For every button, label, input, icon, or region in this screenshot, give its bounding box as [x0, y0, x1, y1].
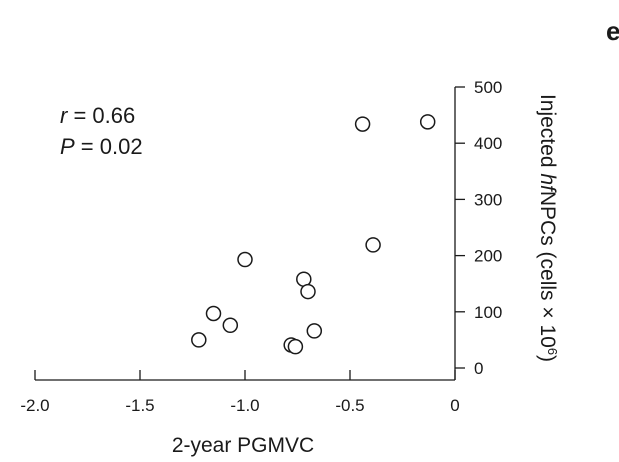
x-tick-label: -0.5	[335, 396, 364, 415]
data-point	[205, 305, 222, 322]
data-point	[306, 323, 323, 339]
data-point	[419, 114, 436, 130]
x-axis-title: 2-year PGMVC	[172, 434, 314, 457]
p-value-label: P = 0.02	[60, 134, 143, 159]
panel-letter: e	[606, 16, 619, 46]
data-point	[237, 251, 253, 268]
data-point	[191, 332, 207, 348]
y-tick-label: 500	[474, 78, 502, 97]
y-tick-label: 400	[474, 134, 502, 153]
y-ticks: 0 100 200 300 400 500	[455, 78, 502, 378]
y-tick-label: 0	[474, 359, 483, 378]
y-tick-label: 100	[474, 303, 502, 322]
data-point	[354, 116, 371, 132]
x-tick-label: -1.0	[230, 396, 259, 415]
data-point	[222, 317, 239, 334]
x-tick-label: -1.5	[125, 396, 154, 415]
x-tick-label: 0	[450, 396, 459, 415]
y-tick-label: 300	[474, 190, 502, 209]
y-tick-label: 200	[474, 247, 502, 266]
x-tick-label: -2.0	[20, 396, 49, 415]
correlation-label: r = 0.66	[60, 103, 135, 128]
y-axis-title: Injected hfNPCs (cells × 106)	[536, 94, 561, 362]
data-points	[191, 114, 436, 355]
data-point	[300, 283, 316, 300]
data-point	[287, 338, 304, 355]
data-point	[365, 237, 381, 253]
x-ticks: -2.0 -1.5 -1.0 -0.5 0	[20, 370, 460, 415]
